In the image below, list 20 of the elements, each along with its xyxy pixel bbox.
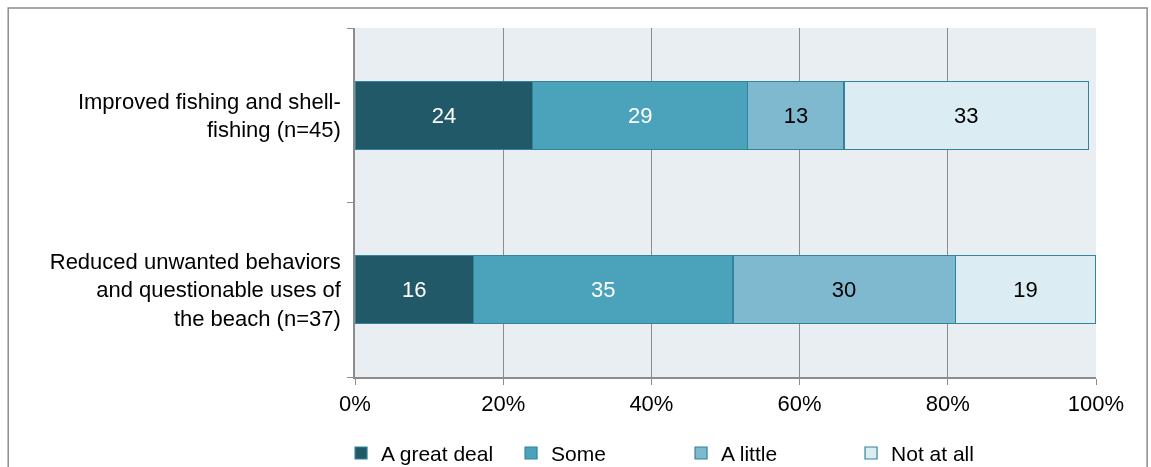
data-label: 13 [783,102,809,128]
legend-label: Some [551,442,606,466]
data-label: 30 [831,277,857,303]
legend-label: Not at all [891,442,974,466]
y-tick-label: Improved fishing and shell-fishing (n=45) [77,88,341,143]
x-tick-label: 40% [629,391,674,417]
x-tick-label: 20% [481,391,526,417]
data-label: 35 [590,277,616,303]
data-label: 19 [1013,277,1038,303]
legend-label: A little [721,442,778,466]
x-tick-label: 80% [925,391,970,417]
data-label: 29 [628,102,653,128]
data-label: 16 [402,277,427,303]
data-label: 24 [431,102,457,128]
y-tick-label: Reduced unwanted behaviors and questionable uses of the beach (n=37) [49,248,342,332]
x-tick-label: 100% [1067,391,1125,417]
x-tick-label: 0% [339,391,371,417]
data-label: 33 [954,102,979,128]
legend-label: A great deal [381,442,494,466]
x-tick-label: 60% [777,391,822,417]
